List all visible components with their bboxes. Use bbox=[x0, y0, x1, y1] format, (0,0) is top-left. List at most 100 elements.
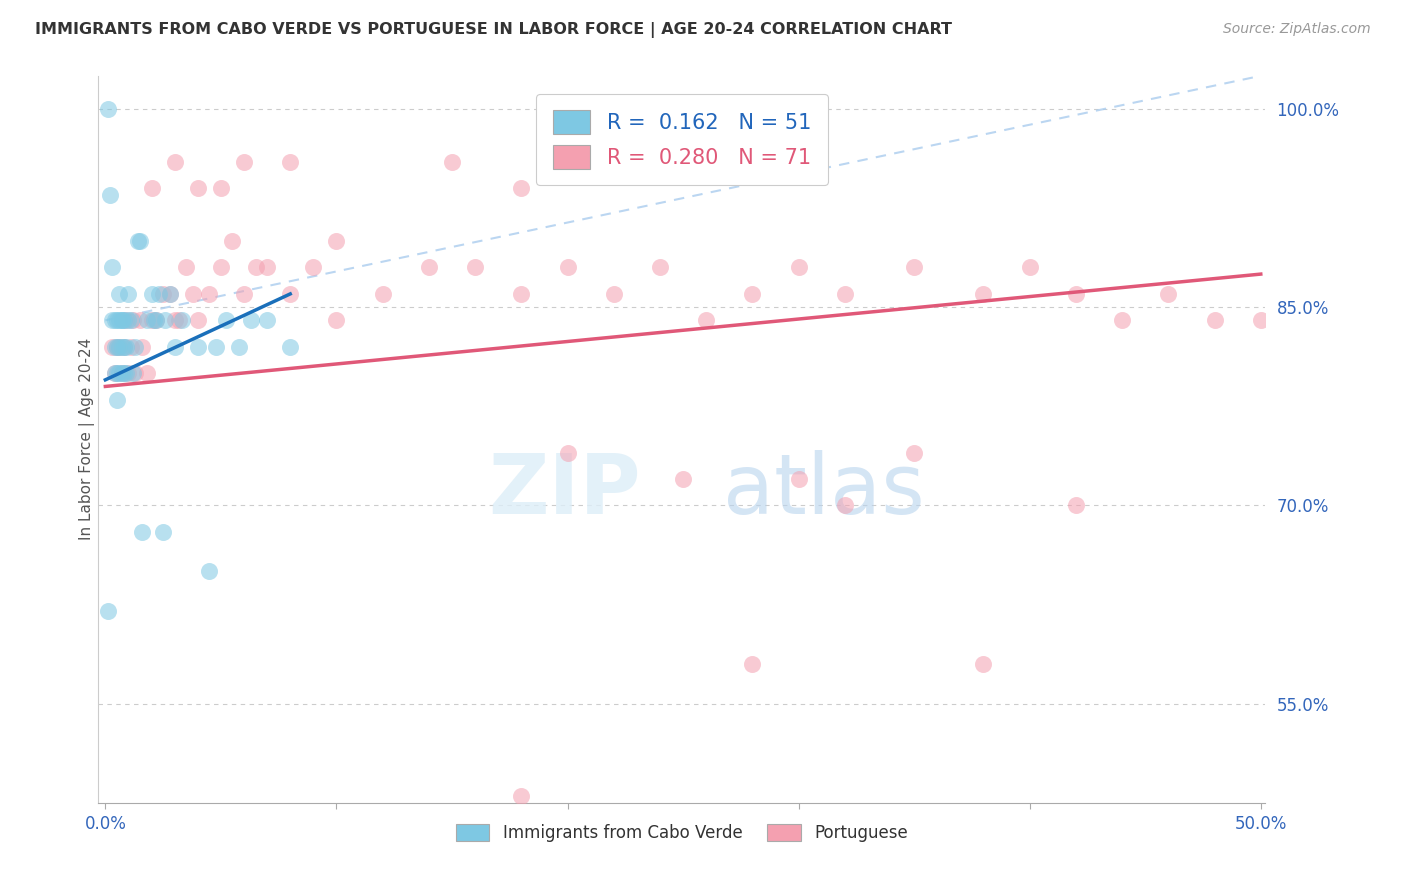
Point bbox=[131, 524, 153, 539]
Point bbox=[120, 340, 142, 354]
Point bbox=[325, 313, 347, 327]
Point bbox=[101, 313, 124, 327]
Point bbox=[181, 286, 204, 301]
Point bbox=[148, 286, 170, 301]
Point bbox=[278, 286, 301, 301]
Point bbox=[1111, 313, 1133, 327]
Point bbox=[101, 260, 124, 275]
Legend: Immigrants from Cabo Verde, Portuguese: Immigrants from Cabo Verde, Portuguese bbox=[450, 817, 914, 849]
Point bbox=[464, 260, 486, 275]
Point bbox=[198, 565, 221, 579]
Point bbox=[124, 340, 146, 354]
Text: Source: ZipAtlas.com: Source: ZipAtlas.com bbox=[1223, 22, 1371, 37]
Point bbox=[903, 260, 925, 275]
Point bbox=[152, 286, 174, 301]
Point bbox=[695, 313, 717, 327]
Point bbox=[105, 392, 128, 407]
Point bbox=[129, 234, 152, 248]
Point bbox=[187, 181, 209, 195]
Point bbox=[115, 340, 138, 354]
Point bbox=[110, 340, 132, 354]
Point bbox=[169, 313, 191, 327]
Point bbox=[557, 445, 579, 459]
Point bbox=[112, 340, 135, 354]
Point bbox=[648, 260, 671, 275]
Point bbox=[741, 657, 763, 671]
Point bbox=[108, 286, 131, 301]
Point bbox=[245, 260, 267, 275]
Point bbox=[101, 340, 124, 354]
Point bbox=[120, 313, 142, 327]
Point bbox=[302, 260, 325, 275]
Point bbox=[510, 286, 533, 301]
Point bbox=[104, 366, 127, 380]
Point bbox=[187, 313, 209, 327]
Point bbox=[1250, 313, 1272, 327]
Point bbox=[145, 313, 167, 327]
Point bbox=[170, 313, 193, 327]
Point bbox=[972, 286, 994, 301]
Point bbox=[110, 366, 132, 380]
Point bbox=[256, 260, 278, 275]
Point bbox=[205, 340, 228, 354]
Point bbox=[108, 313, 131, 327]
Point bbox=[104, 366, 127, 380]
Point bbox=[124, 366, 146, 380]
Point bbox=[163, 340, 186, 354]
Point bbox=[903, 445, 925, 459]
Point bbox=[122, 313, 145, 327]
Point bbox=[198, 286, 221, 301]
Point bbox=[145, 313, 167, 327]
Point bbox=[112, 313, 135, 327]
Point bbox=[510, 789, 533, 804]
Point bbox=[603, 286, 626, 301]
Point bbox=[159, 286, 181, 301]
Point bbox=[141, 286, 163, 301]
Point bbox=[155, 313, 177, 327]
Point bbox=[131, 340, 153, 354]
Point bbox=[129, 313, 152, 327]
Point bbox=[108, 366, 131, 380]
Point bbox=[972, 657, 994, 671]
Point bbox=[557, 260, 579, 275]
Point bbox=[163, 313, 186, 327]
Point bbox=[787, 260, 810, 275]
Point bbox=[108, 340, 131, 354]
Point bbox=[104, 313, 127, 327]
Point bbox=[127, 234, 149, 248]
Point bbox=[603, 102, 626, 116]
Point bbox=[233, 154, 256, 169]
Text: IMMIGRANTS FROM CABO VERDE VS PORTUGUESE IN LABOR FORCE | AGE 20-24 CORRELATION : IMMIGRANTS FROM CABO VERDE VS PORTUGUESE… bbox=[35, 22, 952, 38]
Point bbox=[418, 260, 440, 275]
Point bbox=[108, 340, 131, 354]
Point bbox=[1064, 499, 1087, 513]
Point bbox=[371, 286, 394, 301]
Point bbox=[325, 234, 347, 248]
Point bbox=[104, 340, 127, 354]
Point bbox=[174, 260, 197, 275]
Point bbox=[187, 340, 209, 354]
Point bbox=[97, 604, 120, 618]
Point bbox=[122, 366, 145, 380]
Point bbox=[105, 366, 128, 380]
Point bbox=[142, 313, 165, 327]
Text: atlas: atlas bbox=[723, 450, 925, 531]
Point bbox=[112, 366, 135, 380]
Point bbox=[110, 313, 132, 327]
Point bbox=[239, 313, 262, 327]
Point bbox=[159, 286, 181, 301]
Point bbox=[1018, 260, 1040, 275]
Point bbox=[141, 313, 163, 327]
Point bbox=[115, 366, 138, 380]
Point bbox=[695, 102, 717, 116]
Point bbox=[152, 524, 174, 539]
Point bbox=[1204, 313, 1226, 327]
Point bbox=[117, 313, 139, 327]
Point bbox=[834, 286, 856, 301]
Point bbox=[98, 187, 121, 202]
Point bbox=[834, 499, 856, 513]
Point bbox=[233, 286, 256, 301]
Point bbox=[110, 313, 132, 327]
Point bbox=[672, 472, 695, 486]
Point bbox=[1157, 286, 1180, 301]
